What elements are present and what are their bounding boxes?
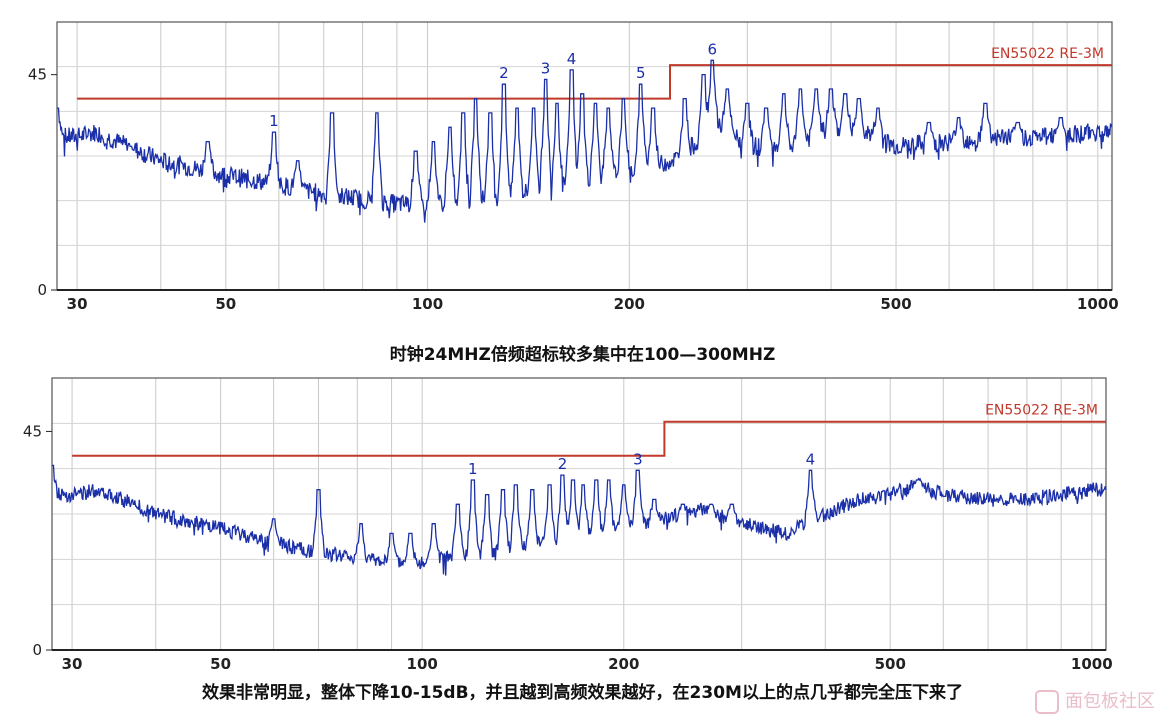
limit-line <box>77 64 1112 100</box>
peak-marker: 6 <box>708 40 718 58</box>
y-tick-label: 0 <box>37 281 47 299</box>
peak-marker: 4 <box>806 450 816 468</box>
x-tick-label: 500 <box>880 295 911 313</box>
x-tick-label: 50 <box>215 295 236 313</box>
emission-trace <box>57 59 1113 223</box>
x-tick-label: 100 <box>412 295 443 313</box>
peak-marker: 3 <box>541 59 551 77</box>
x-tick-label: 200 <box>614 295 645 313</box>
x-tick-label: 50 <box>210 655 231 673</box>
y-tick-label: 45 <box>23 422 42 440</box>
watermark-text: 面包板社区 <box>1065 691 1155 712</box>
watermark: 面包板社区 <box>1035 687 1155 714</box>
x-tick-label: 200 <box>608 655 639 673</box>
peak-marker: 1 <box>468 460 478 478</box>
peak-marker: 4 <box>567 50 577 68</box>
peak-marker: 1 <box>269 112 279 130</box>
x-tick-label: 500 <box>875 655 906 673</box>
y-tick-label: 45 <box>28 66 47 84</box>
chart-bottom: 30 50 100 200 500 1000 0 45 EN55022 RE-3M 1 2 3 4 <box>23 377 1113 673</box>
y-tick-label: 0 <box>32 641 42 659</box>
caption-top: 时钟24MHZ倍频超标较多集中在100—300MHZ <box>389 345 776 365</box>
x-tick-label: 30 <box>62 655 83 673</box>
peak-marker: 5 <box>636 64 646 82</box>
peak-marker: 2 <box>499 64 509 82</box>
caption-bottom: 效果非常明显，整体下降10-15dB，并且越到高频效果越好，在230M以上的点几… <box>202 683 963 703</box>
watermark-logo-icon <box>1035 690 1059 714</box>
limit-line-label: EN55022 RE-3M <box>991 46 1104 62</box>
x-tick-label: 1000 <box>1077 295 1119 313</box>
peak-marker: 3 <box>633 450 643 468</box>
x-tick-label: 1000 <box>1071 655 1113 673</box>
x-tick-label: 30 <box>67 295 88 313</box>
limit-line-label: EN55022 RE-3M <box>985 403 1098 419</box>
peak-marker: 2 <box>558 455 568 473</box>
emission-trace <box>52 464 1107 576</box>
limit-line <box>72 420 1106 457</box>
x-tick-label: 100 <box>407 655 438 673</box>
